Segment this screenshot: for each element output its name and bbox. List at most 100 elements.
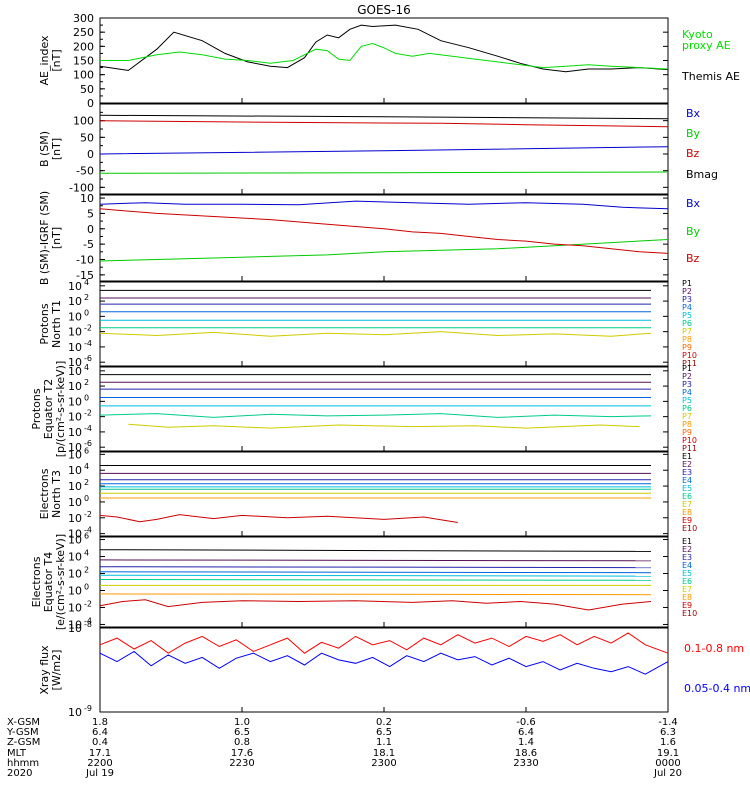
y-axis-title-line: [nT] — [50, 227, 63, 249]
series-line-e9 — [99, 514, 458, 523]
y-tick-exponent: 2 — [84, 293, 89, 302]
y-tick-label: 10 — [68, 448, 82, 461]
y-tick-label: 10 — [68, 528, 82, 541]
legend-label: E10 — [682, 524, 697, 533]
y-tick-label: 10 — [80, 192, 94, 205]
y-tick-label: -15 — [76, 269, 94, 282]
series-line-e2 — [99, 559, 652, 562]
x-axis-value: 1.4 — [518, 737, 534, 748]
y-tick-exponent: 2 — [84, 566, 89, 575]
y-axis-title: AE_index[nT] — [38, 35, 63, 86]
legend-label: P3 — [682, 380, 692, 389]
legend-label: E1 — [682, 537, 692, 546]
series-line-e3 — [99, 566, 652, 569]
legend-label: P7 — [682, 412, 692, 421]
series-line-p7 — [99, 331, 652, 337]
y-axis-title-line: Protons — [38, 303, 51, 344]
series-line-p6 — [99, 413, 652, 418]
legend-label: Bx — [686, 107, 701, 120]
y-tick-label: 10 — [68, 622, 82, 635]
x-axis-value: 6.4 — [92, 727, 108, 738]
y-tick-label: -5 — [83, 238, 94, 251]
y-tick-label: 250 — [73, 26, 94, 39]
y-tick-exponent: -2 — [84, 409, 92, 418]
x-axis-value: 18.6 — [515, 748, 537, 759]
legend-label: E10 — [682, 609, 697, 618]
legend-label: P7 — [682, 327, 692, 336]
legend-label: E4 — [682, 476, 692, 485]
x-axis-value: 2300 — [371, 758, 396, 769]
y-tick-label: 10 — [68, 310, 82, 323]
y-tick-exponent: -2 — [84, 599, 92, 608]
legend-label: 0.1-0.8 nm — [684, 642, 744, 655]
x-axis-value: Jul 19 — [85, 768, 114, 779]
y-tick-exponent: 2 — [84, 378, 89, 387]
x-axis-value: 17.6 — [231, 748, 253, 759]
legend-label: P2 — [682, 287, 692, 296]
y-tick-label: 5 — [87, 207, 94, 220]
panels-group: 050100150200250300AE_index[nT]Kyotoproxy… — [30, 12, 750, 719]
legend-label: Bx — [686, 197, 701, 210]
y-tick-exponent: 0 — [84, 494, 89, 503]
legend-label: E8 — [682, 593, 692, 602]
x-axis-value: 6.5 — [376, 727, 392, 738]
y-tick-label: 10 — [68, 356, 82, 369]
legend-label: By — [686, 127, 701, 140]
legend-label: P4 — [682, 388, 692, 397]
x-axis-value: 1.0 — [234, 717, 250, 728]
y-tick-label: 10 — [68, 426, 82, 439]
y-tick-exponent: 0 — [84, 308, 89, 317]
y-tick-label: 200 — [73, 40, 94, 53]
panel-3: -15 -10 -5 0 5 10 B (SM)-IGRF (SM)[nT] Bx By Bz — [38, 191, 701, 285]
y-tick-label: 50 — [80, 83, 94, 96]
legend-label: E7 — [682, 500, 692, 509]
y-tick-label: 10 — [68, 601, 82, 614]
y-tick-label: 10 — [68, 380, 82, 393]
series-line-e4 — [99, 571, 652, 574]
y-tick-label: 10 — [68, 706, 82, 719]
legend-label: E2 — [682, 545, 692, 554]
legend-label: E5 — [682, 484, 692, 493]
y-tick-label: 150 — [73, 55, 94, 68]
series-line-e9 — [99, 599, 652, 611]
legend-label: P3 — [682, 295, 692, 304]
y-tick-label: 10 — [68, 326, 82, 339]
series-line-bz — [99, 120, 669, 128]
x-axis-row-label: X-GSM — [7, 717, 40, 728]
series-line-bx — [99, 146, 669, 155]
series-line-p7 — [128, 423, 640, 429]
y-tick-label: 10 — [68, 551, 82, 564]
y-axis-title-line: [p/(cm²-s-sr-keV)] — [54, 361, 67, 458]
x-axis-value: 0.8 — [234, 737, 250, 748]
y-tick-label: 100 — [73, 69, 94, 82]
y-axis-title: ProtonsEquator T2[p/(cm²-s-sr-keV)] — [30, 361, 67, 458]
y-tick-label: -100 — [69, 181, 94, 194]
x-axis-row-label: MLT — [7, 748, 27, 759]
legend-label: E9 — [682, 601, 692, 610]
legend-label: P5 — [682, 396, 692, 405]
legend-label: E9 — [682, 516, 692, 525]
x-axis-value: -1.4 — [658, 717, 678, 728]
y-tick-exponent: -6 — [84, 439, 92, 448]
y-tick-exponent: 4 — [84, 363, 89, 372]
y-tick-exponent: -9 — [84, 704, 92, 713]
legend-label: E8 — [682, 508, 692, 517]
series-line-e5 — [99, 574, 652, 577]
y-tick-label: 10 — [68, 534, 82, 547]
y-axis-title-line: North T3 — [50, 470, 63, 518]
series-line-bx — [99, 200, 669, 210]
legend-label: P8 — [682, 335, 692, 344]
y-tick-label: 10 — [68, 584, 82, 597]
y-axis-title: ProtonsNorth T1 — [38, 300, 63, 348]
x-axis-row-label: Z-GSM — [7, 737, 40, 748]
legend-label: P10 — [682, 351, 697, 360]
y-tick-label: 10 — [68, 441, 82, 454]
legend-label: P10 — [682, 436, 697, 445]
y-tick-exponent: -2 — [84, 510, 92, 519]
y-tick-label: 10 — [68, 568, 82, 581]
